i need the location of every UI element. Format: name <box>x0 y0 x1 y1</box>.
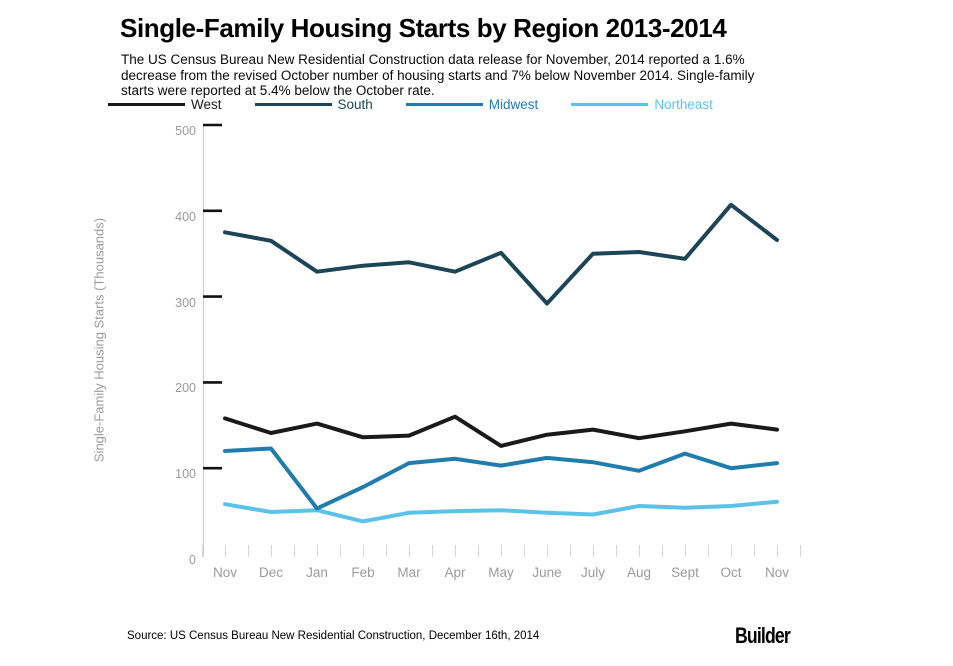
x-axis-label: Aug <box>626 565 652 580</box>
y-axis-label: 200 <box>175 381 196 396</box>
legend-label: South <box>337 96 373 112</box>
x-axis-label: Dec <box>258 565 283 580</box>
x-axis-label: Mar <box>397 565 421 580</box>
series-line-northeast <box>223 499 779 524</box>
legend-label: West <box>191 96 222 112</box>
legend-label: Midwest <box>488 96 539 112</box>
legend-line-northeast <box>571 102 649 106</box>
legend-label: Northeast <box>654 96 713 112</box>
x-axis-label: July <box>580 565 605 580</box>
x-axis-label: Nov <box>212 565 237 580</box>
legend-line-midwest <box>405 102 483 106</box>
y-axis-label: 400 <box>175 209 196 224</box>
legend-item-midwest: Midwest <box>405 96 539 112</box>
x-axis-label: Nov <box>764 565 789 580</box>
legend-line-west <box>108 102 185 106</box>
y-axis-label: 500 <box>175 124 196 138</box>
legend-item-northeast: Northeast <box>571 97 713 112</box>
source-credit: Source: US Census Bureau New Residential… <box>127 630 540 642</box>
x-axis-label: Sept <box>671 565 699 580</box>
x-axis-label: June <box>532 565 562 580</box>
chart-title: Single-Family Housing Starts by Region 2… <box>120 13 727 43</box>
series-line-west <box>223 414 779 448</box>
legend: West South Midwest Northeast <box>108 95 746 113</box>
legend-item-west: West <box>108 97 222 112</box>
x-axis-label: Jan <box>306 565 328 580</box>
series-line-midwest <box>223 446 779 511</box>
y-axis-label: 300 <box>175 295 196 310</box>
x-axis-label: Oct <box>720 565 742 580</box>
x-axis-label: Feb <box>351 565 375 580</box>
chart-subtitle: The US Census Bureau New Residential Con… <box>121 52 755 99</box>
legend-item-south: South <box>254 96 373 112</box>
series-line-south <box>223 202 779 306</box>
y-axis-label: 100 <box>175 467 196 482</box>
legend-line-south <box>254 102 332 106</box>
x-axis-label: Apr <box>444 565 466 580</box>
builder-logo: Builder <box>735 624 791 649</box>
y-axis-label: 0 <box>189 553 196 567</box>
x-axis-label: May <box>488 565 514 580</box>
